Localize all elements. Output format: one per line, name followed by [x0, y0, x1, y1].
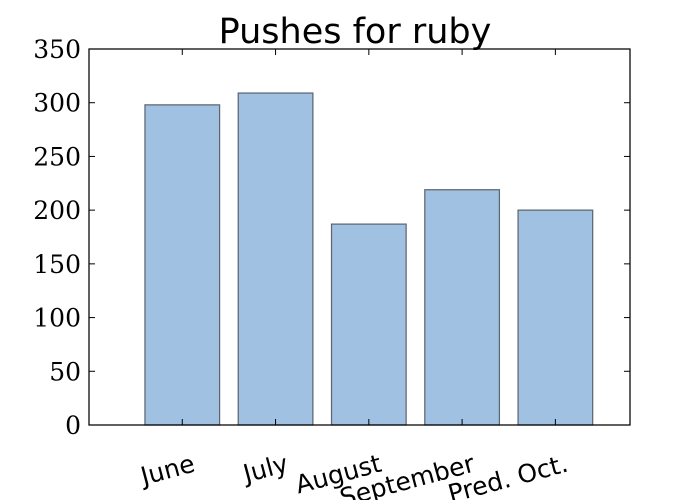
plot-frame: [88, 48, 631, 426]
chart-title: Pushes for ruby: [219, 12, 492, 52]
x-tick-label: July: [238, 449, 291, 489]
bar-august: [330, 223, 407, 426]
bars-layer: [144, 92, 594, 426]
bar-september: [424, 189, 501, 426]
y-tick-label: 200: [33, 196, 81, 225]
y-tick-label: 350: [33, 35, 81, 64]
y-tick-label: 300: [33, 89, 81, 118]
x-tick-label: June: [136, 449, 198, 492]
y-tick-label: 250: [33, 142, 81, 171]
bar-july: [237, 92, 314, 426]
y-tick-label: 100: [33, 304, 81, 333]
y-tick-label: 50: [49, 357, 81, 386]
bar-pred-oct: [517, 209, 594, 426]
y-tick-label: 150: [33, 250, 81, 279]
y-tick-label: 0: [65, 411, 81, 440]
y-axis-labels: 0 50 100 150 200 250 300 350: [33, 35, 81, 440]
bar-june: [144, 104, 221, 426]
